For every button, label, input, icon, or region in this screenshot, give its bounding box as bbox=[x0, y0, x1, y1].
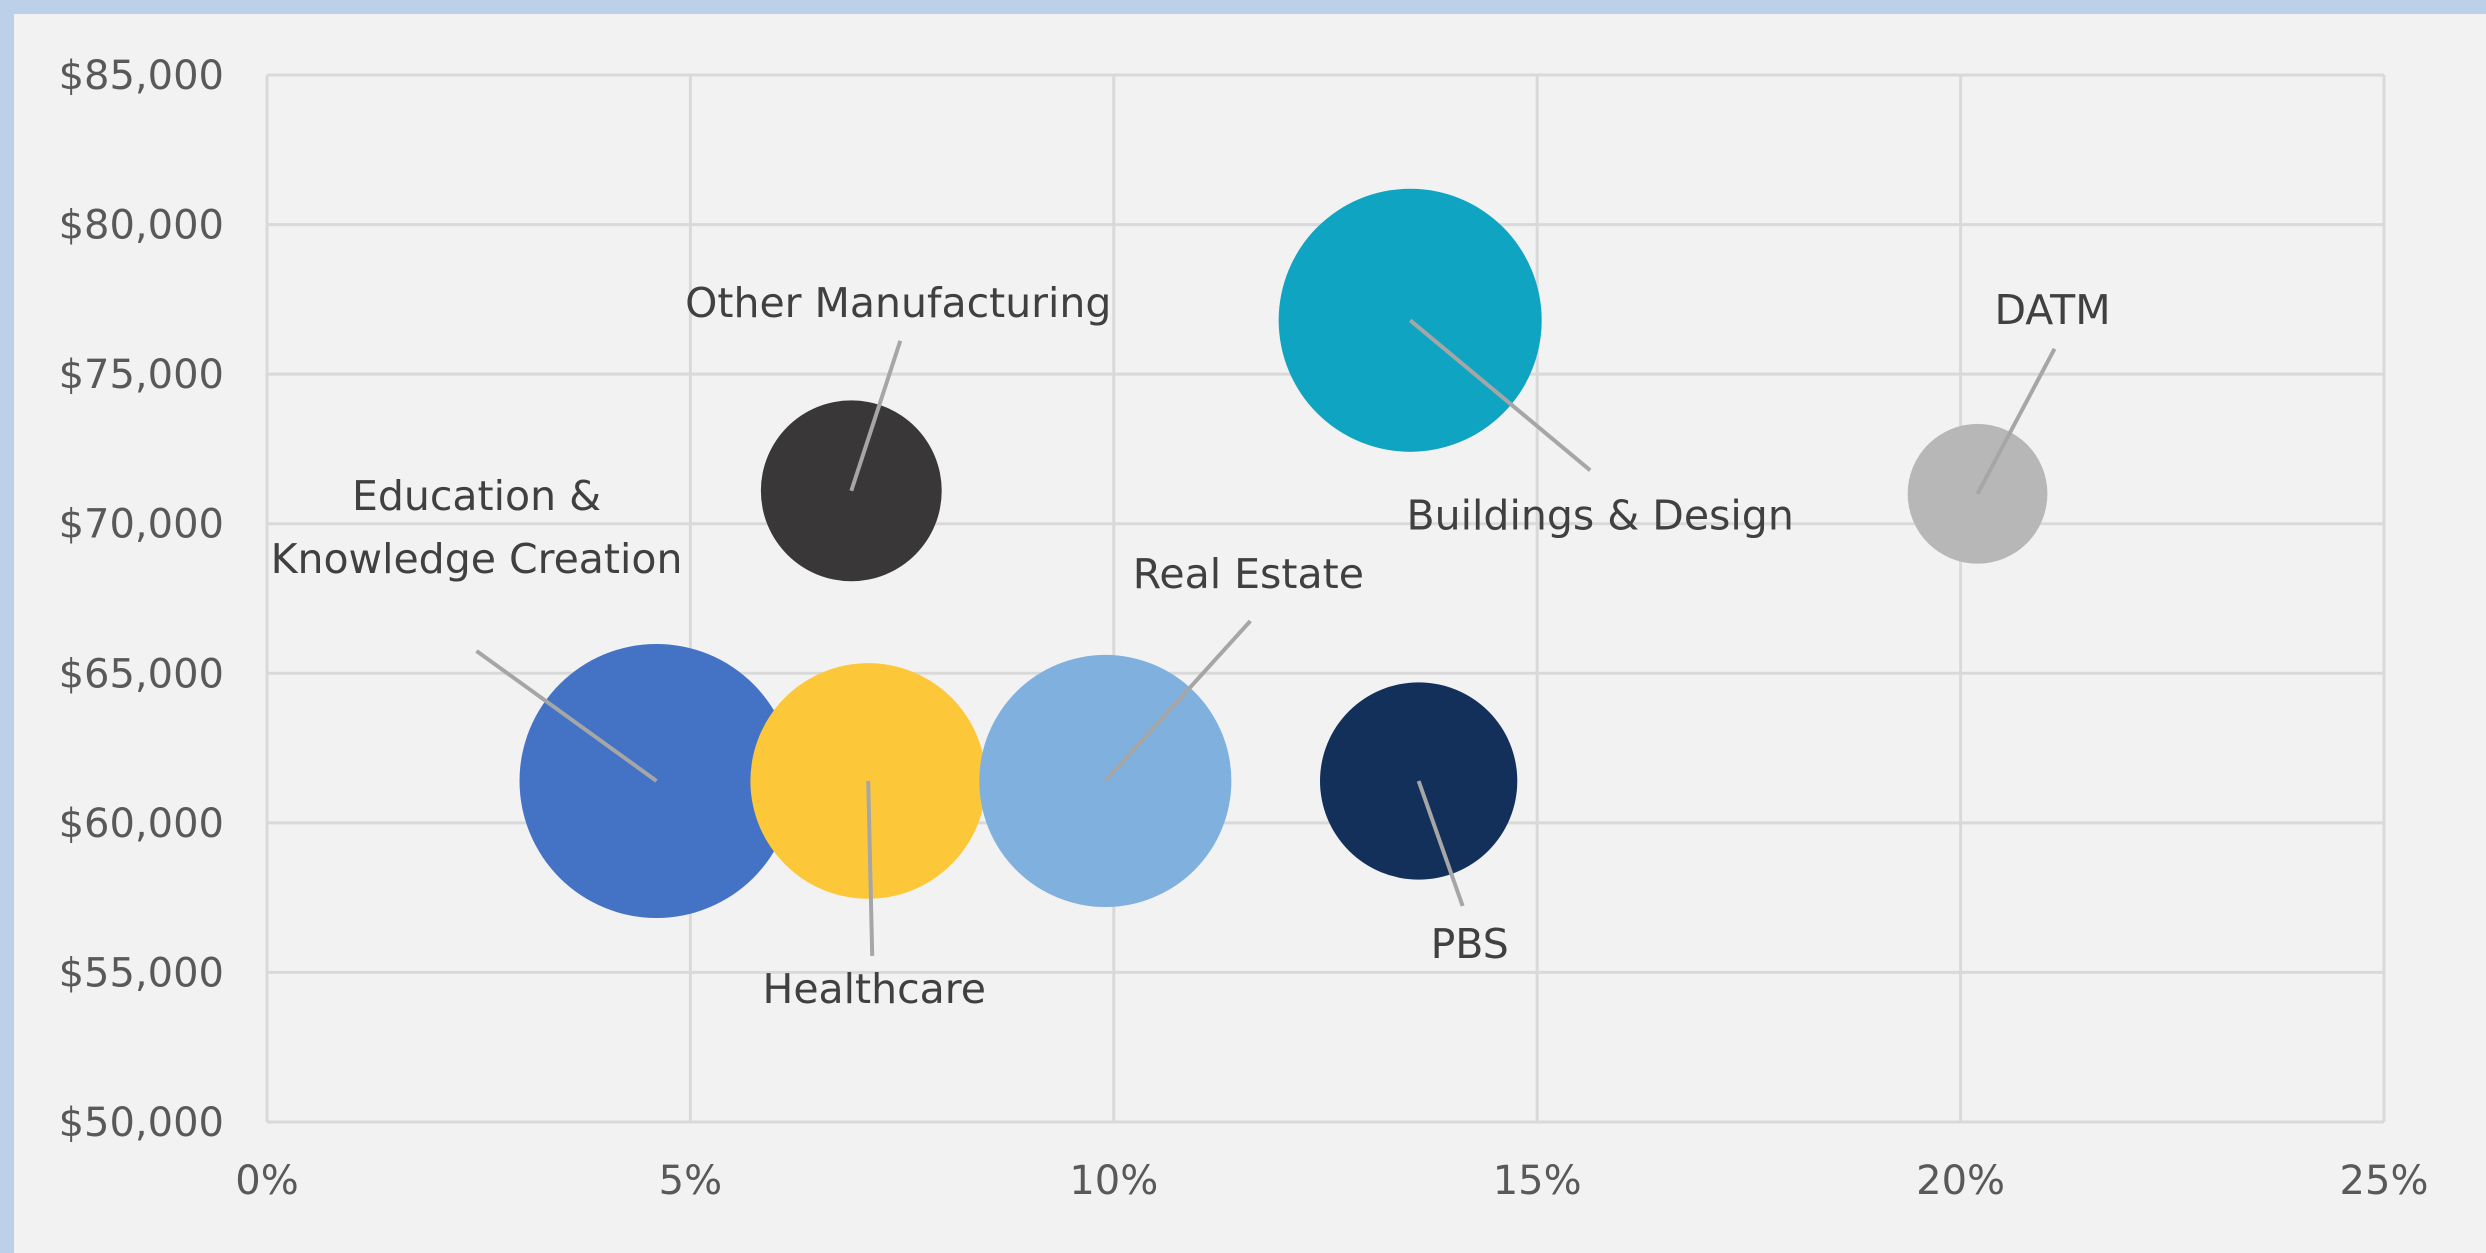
y-tick-label: $80,000 bbox=[59, 203, 224, 249]
x-tick-label: 10% bbox=[1069, 1158, 1158, 1204]
y-tick-label: $60,000 bbox=[59, 801, 224, 847]
x-axis-ticks: 0% 5% 10% 15% 20% 25% bbox=[235, 1158, 2428, 1204]
x-tick-label: 25% bbox=[2340, 1158, 2429, 1204]
x-tick-label: 20% bbox=[1916, 1158, 2005, 1204]
y-tick-label: $75,000 bbox=[59, 352, 224, 398]
leader-line bbox=[866, 780, 875, 957]
bubble-chart: Education & Knowledge Creation Healthcare R… bbox=[59, 53, 2429, 1204]
bubble-label: Healthcare bbox=[762, 965, 985, 1013]
bubble-label: Buildings & Design bbox=[1407, 491, 1794, 539]
y-axis-ticks: $50,000 $55,000 $60,000 $65,000 $70,000 $75,0… bbox=[59, 53, 224, 1146]
chart-area: Education & Knowledge Creation Healthcare R… bbox=[14, 14, 2486, 1253]
bubble-label: PBS bbox=[1431, 920, 1509, 968]
bubble-label: Knowledge Creation bbox=[271, 535, 683, 583]
leader-line bbox=[1975, 347, 2057, 495]
y-tick-label: $70,000 bbox=[59, 502, 224, 548]
leader-line bbox=[1408, 318, 1592, 472]
bubble-label: Other Manufacturing bbox=[685, 279, 1111, 327]
leader-line bbox=[1416, 780, 1465, 907]
y-tick-label: $55,000 bbox=[59, 950, 224, 996]
leader-lines bbox=[475, 318, 2057, 957]
x-tick-label: 15% bbox=[1493, 1158, 1582, 1204]
y-tick-label: $65,000 bbox=[59, 651, 224, 697]
x-tick-label: 5% bbox=[659, 1158, 722, 1204]
y-tick-label: $85,000 bbox=[59, 53, 224, 99]
bubble-label: Real Estate bbox=[1133, 550, 1364, 598]
y-tick-label: $50,000 bbox=[59, 1100, 224, 1146]
bubble-label: DATM bbox=[1994, 286, 2110, 334]
leader-line bbox=[1103, 619, 1252, 783]
bubble-labels: Education & Knowledge Creation Healthcare R… bbox=[271, 279, 2111, 1013]
leader-line bbox=[849, 340, 903, 492]
leader-line bbox=[475, 649, 658, 783]
x-tick-label: 0% bbox=[235, 1158, 298, 1204]
bubble bbox=[1278, 188, 1542, 452]
bubble-label: Education & bbox=[352, 472, 601, 520]
